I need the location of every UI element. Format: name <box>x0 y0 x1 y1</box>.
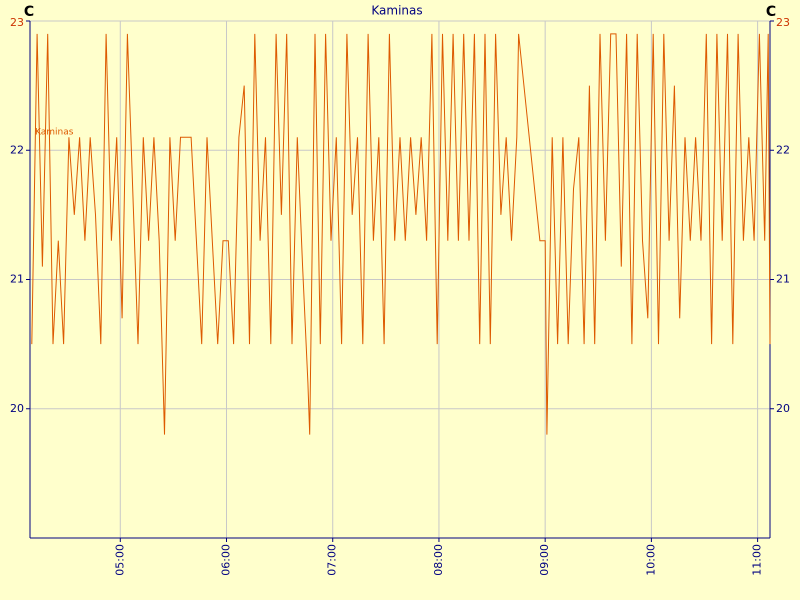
y-tick-label: 21 <box>10 273 24 286</box>
x-tick-label: 10:00 <box>644 544 657 576</box>
x-tick-label: 08:00 <box>432 544 445 576</box>
x-tick-label: 11:00 <box>751 544 764 576</box>
y2-tick-label: 22 <box>776 143 790 156</box>
x-tick-label: 09:00 <box>538 544 551 576</box>
data-line <box>31 33 771 435</box>
y2-tick-label: 21 <box>776 273 790 286</box>
y-axis-unit: C <box>24 4 34 20</box>
chart-title: Kaminas <box>371 4 422 18</box>
x-tick-label: 07:00 <box>326 544 339 576</box>
y2-axis-unit: C <box>766 4 776 20</box>
y2-tick-label: 23 <box>776 16 790 29</box>
series-label: Kaminas <box>35 128 74 138</box>
y2-tick-label: 20 <box>776 402 790 415</box>
y-tick-label: 22 <box>10 143 24 156</box>
x-tick-label: 06:00 <box>220 544 233 576</box>
y-tick-label: 23 <box>10 16 24 29</box>
y-tick-label: 20 <box>10 402 24 415</box>
x-tick-label: 05:00 <box>113 544 126 576</box>
